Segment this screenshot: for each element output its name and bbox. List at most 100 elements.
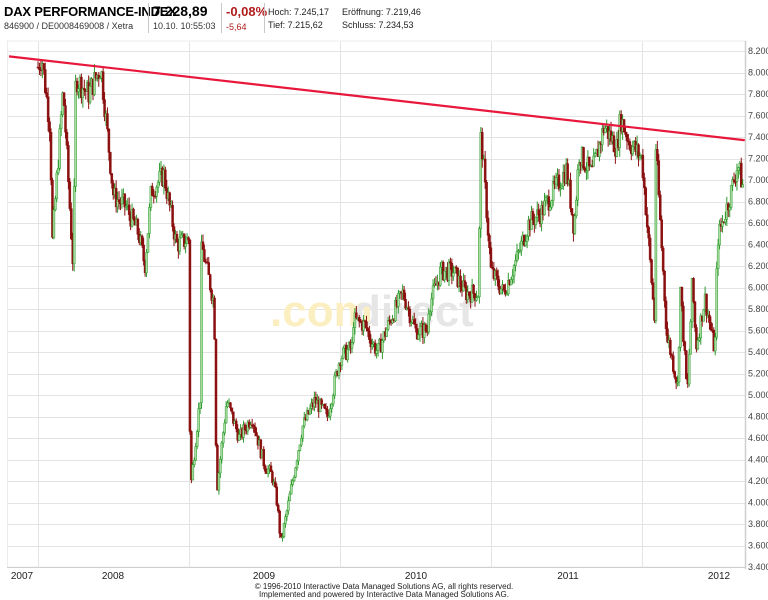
instrument-name: DAX PERFORMANCE-INDEX [4, 4, 177, 19]
candle-body [689, 321, 692, 355]
candle-body [217, 472, 221, 491]
candle-body [358, 317, 361, 322]
x-tick-label: 2012 [708, 571, 731, 582]
candle-body [447, 261, 451, 281]
candle-body [123, 193, 127, 208]
candle-body [525, 235, 529, 242]
candle-body [208, 274, 212, 291]
candle-body [601, 128, 604, 145]
candle-body [687, 353, 691, 385]
candle-body [732, 179, 736, 182]
candle-body [740, 162, 743, 188]
y-tick-label: 5.200 [748, 369, 768, 379]
candle-body [439, 266, 442, 286]
candle-body [142, 244, 145, 262]
y-tick-label: 5.400 [748, 347, 768, 357]
y-tick-label: 3.400 [748, 562, 768, 572]
candle-body [151, 186, 154, 196]
candle-body [77, 88, 80, 92]
candle-body [654, 149, 658, 321]
price-block: 7.228,89 10.10. 10:55:03 [153, 4, 216, 34]
candle-body [303, 417, 306, 427]
candle-body [329, 408, 332, 417]
y-tick-label: 3.800 [748, 519, 768, 529]
candle-body [221, 432, 225, 444]
candle-body [271, 471, 274, 483]
candle-body [657, 160, 661, 196]
candle-body [346, 349, 349, 360]
candle-body [729, 185, 733, 208]
candle-body [292, 476, 296, 482]
candle-body [330, 403, 334, 409]
candle-body [664, 300, 668, 329]
candle-body [371, 344, 374, 348]
candle-body [575, 199, 578, 217]
candle-body [366, 328, 370, 332]
candle-body [59, 114, 63, 129]
candle-body [288, 493, 292, 502]
candle-body [146, 233, 150, 253]
candle-body [593, 153, 597, 157]
candle-body [641, 154, 645, 178]
y-tick-label: 7.600 [748, 111, 768, 121]
candle-body [298, 444, 302, 451]
candle-body [478, 228, 481, 298]
candle-body [65, 132, 69, 146]
candle-body [576, 169, 580, 201]
y-tick-label: 7.400 [748, 132, 768, 142]
candle-body [661, 247, 665, 272]
candle-body [352, 327, 355, 343]
candle-body [237, 434, 241, 441]
y-tick-label: 7.800 [748, 89, 768, 99]
candle-body [376, 343, 380, 351]
candle-body [117, 199, 121, 203]
candle-body [289, 484, 293, 495]
candle-body [48, 121, 51, 133]
y-tick-label: 6.800 [748, 197, 768, 207]
candle-body [259, 439, 263, 459]
candle-body [301, 425, 305, 439]
candle-body [284, 516, 287, 524]
candle-body [716, 244, 720, 269]
candle-body [274, 481, 277, 488]
candle-body [55, 172, 59, 199]
candle-body [190, 431, 193, 481]
close-value: Schluss: 7.234,53 [342, 20, 414, 30]
candle-body [235, 420, 238, 430]
candle-body [224, 406, 228, 424]
candle-body [184, 243, 187, 247]
candle-body [52, 209, 56, 238]
candle-body [353, 312, 357, 328]
candle-body [520, 240, 523, 251]
candle-body [201, 241, 205, 250]
y-tick-label: 5.600 [748, 326, 768, 336]
x-tick-label: 2009 [253, 571, 276, 582]
candle-body [279, 533, 283, 538]
candle-body [294, 467, 297, 478]
candle-body [713, 336, 717, 352]
candle-body [708, 314, 711, 323]
candle-body [203, 249, 206, 262]
candle-body [262, 449, 265, 467]
candle-body [569, 179, 572, 209]
candle-body [180, 234, 183, 239]
watermark-logo: .com direct [270, 287, 474, 336]
candle-body [278, 510, 281, 534]
candle-body [573, 215, 577, 234]
candle-body [489, 247, 493, 268]
candle-body [397, 293, 400, 307]
candle-body [656, 149, 659, 161]
x-axis: 2007 2008 2009 2010 2011 2012 [7, 567, 745, 582]
candle-body [58, 128, 61, 169]
header-divider [264, 3, 265, 33]
candle-body [368, 330, 371, 340]
candle-body [721, 221, 724, 227]
candle-body [342, 347, 345, 359]
candle-body [499, 288, 503, 294]
candle-body [158, 171, 161, 183]
candle-body [417, 334, 420, 340]
candle-body [168, 192, 171, 206]
candle-body [679, 286, 682, 348]
candle-body [560, 185, 564, 189]
candle-body [693, 301, 697, 328]
